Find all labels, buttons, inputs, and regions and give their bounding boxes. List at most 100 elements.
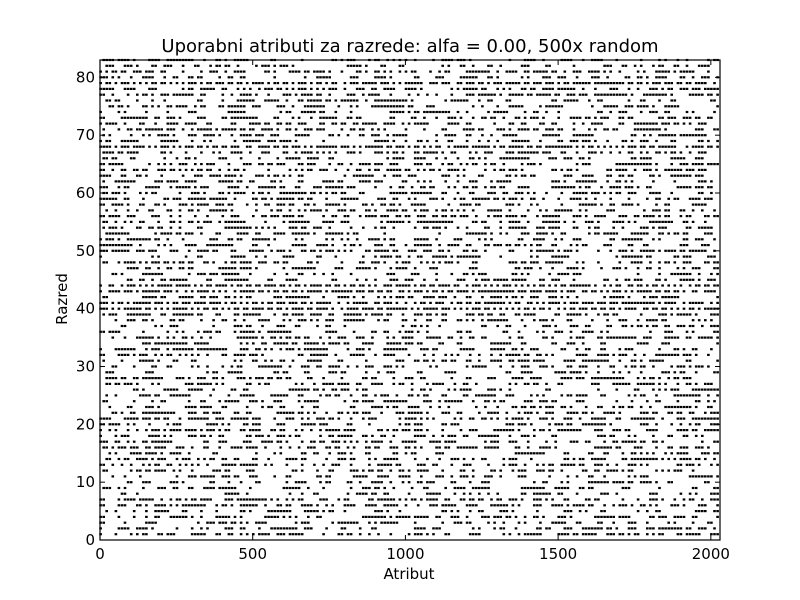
data-point (484, 301, 487, 304)
data-point (261, 290, 264, 293)
data-point (355, 336, 359, 339)
data-point (224, 348, 228, 351)
data-point (313, 400, 316, 403)
data-point (392, 457, 396, 461)
data-point (297, 313, 301, 316)
data-point (389, 255, 393, 258)
data-point (701, 249, 704, 252)
data-point (294, 457, 298, 461)
data-point (239, 330, 243, 333)
data-point (517, 377, 521, 380)
data-point (444, 504, 447, 507)
data-point (646, 336, 649, 339)
data-point (594, 226, 597, 229)
data-point (581, 336, 585, 339)
data-point (465, 504, 469, 507)
data-point (194, 533, 197, 536)
data-point (441, 301, 444, 304)
data-point (545, 481, 548, 484)
data-point (597, 353, 600, 356)
data-point (612, 429, 615, 432)
data-point (716, 452, 719, 455)
data-point (194, 504, 197, 507)
data-point (310, 342, 313, 345)
data-point (307, 446, 310, 449)
data-point (126, 434, 130, 437)
data-point (453, 400, 457, 403)
data-point (337, 359, 341, 362)
data-point (261, 400, 264, 403)
data-point (441, 359, 444, 362)
data-point (523, 244, 527, 247)
data-point (172, 411, 176, 414)
data-point (203, 220, 206, 223)
data-point (649, 249, 652, 252)
data-point (325, 423, 328, 426)
data-point (600, 336, 603, 339)
data-point (187, 348, 191, 351)
data-point (328, 284, 331, 287)
data-point (355, 388, 359, 391)
data-point (670, 353, 673, 356)
data-point (578, 429, 582, 432)
data-point (282, 533, 286, 536)
data-point (401, 365, 405, 368)
data-point (221, 463, 225, 466)
data-point (655, 284, 658, 287)
data-point (340, 232, 344, 235)
data-point (224, 515, 228, 518)
data-point (307, 336, 310, 339)
data-point (694, 394, 698, 397)
data-point (172, 301, 176, 304)
data-point (566, 267, 570, 270)
data-point (704, 319, 707, 322)
data-point (142, 249, 145, 252)
data-point (670, 272, 673, 276)
data-point (478, 527, 481, 530)
data-point (691, 301, 695, 304)
data-point (685, 446, 689, 449)
data-point (493, 521, 496, 524)
data-point (569, 371, 573, 374)
data-point (679, 272, 683, 276)
data-point (465, 249, 469, 252)
data-point (352, 429, 356, 432)
data-point (649, 290, 652, 293)
data-point (297, 296, 301, 299)
data-point (242, 307, 246, 310)
data-point (481, 319, 484, 322)
data-point (588, 284, 591, 287)
data-point (401, 313, 405, 316)
data-point (178, 353, 182, 356)
data-point (716, 411, 719, 414)
data-point (609, 244, 612, 247)
data-point (569, 463, 573, 466)
data-point (279, 365, 283, 368)
data-point (294, 486, 298, 490)
data-point (245, 348, 249, 351)
data-point (255, 429, 258, 432)
data-point (233, 521, 237, 524)
data-point (407, 411, 411, 414)
data-point (307, 359, 310, 362)
data-point (395, 296, 399, 299)
data-point (239, 232, 243, 235)
data-point (294, 388, 298, 391)
data-point (688, 272, 692, 276)
data-point (435, 255, 438, 258)
data-point (468, 429, 472, 432)
data-point (704, 475, 707, 478)
data-point (691, 278, 695, 281)
data-point (410, 486, 414, 490)
data-point (649, 457, 652, 461)
data-point (444, 394, 447, 397)
data-point (200, 417, 203, 420)
data-point (300, 238, 304, 241)
data-point (197, 249, 200, 252)
data-point (291, 267, 295, 270)
data-point (423, 486, 426, 490)
data-point (142, 336, 145, 339)
data-point (646, 527, 649, 530)
data-point (303, 348, 307, 351)
data-point (502, 457, 506, 461)
